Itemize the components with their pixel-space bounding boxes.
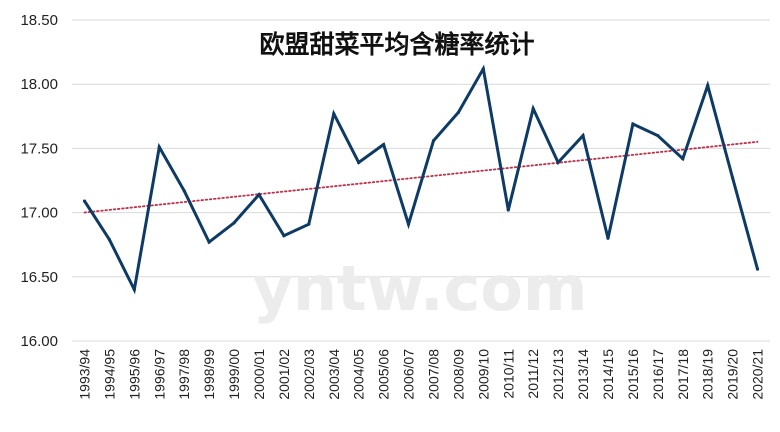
data-point [755, 267, 760, 271]
x-tick-label: 2016/17 [650, 349, 666, 400]
y-tick-label: 17.50 [20, 140, 58, 157]
data-point [332, 112, 336, 116]
data-point [207, 240, 211, 244]
x-tick-label: 2015/16 [625, 349, 641, 400]
data-point [581, 133, 585, 138]
x-tick-label: 1993/94 [76, 349, 92, 400]
x-tick-label: 2017/18 [675, 349, 691, 400]
data-point [606, 236, 610, 240]
x-tick-label: 1996/97 [151, 349, 167, 400]
x-tick-label: 2012/13 [550, 349, 566, 400]
y-tick-label: 17.00 [20, 205, 58, 222]
y-tick-label: 18.50 [20, 12, 58, 29]
x-tick-label: 2005/06 [376, 349, 392, 400]
series-line [83, 64, 759, 295]
x-tick-label: 2011/12 [525, 349, 541, 399]
data-point [531, 106, 535, 111]
data-point [656, 133, 660, 138]
x-tick-label: 2009/10 [475, 349, 491, 400]
y-axis-tick-labels: 16.00 16.50 17.00 17.50 18.00 18.50 [20, 12, 58, 350]
x-tick-label: 2014/15 [600, 349, 616, 400]
x-tick-label: 2004/05 [351, 349, 367, 400]
data-point [157, 145, 161, 149]
x-tick-label: 2001/02 [276, 349, 292, 400]
data-point [406, 222, 411, 226]
x-tick-label: 1995/96 [126, 349, 142, 400]
x-tick-label: 1999/00 [226, 349, 242, 400]
data-series [82, 64, 760, 295]
data-point [431, 139, 436, 143]
data-point [456, 110, 460, 115]
x-tick-label: 2020/21 [750, 349, 766, 400]
x-tick-label: 2007/08 [425, 349, 441, 400]
y-tick-label: 16.00 [20, 333, 58, 350]
data-point [282, 234, 286, 238]
x-tick-label: 2008/09 [450, 349, 466, 400]
y-tick-label: 18.00 [20, 76, 58, 93]
y-tick-label: 16.50 [20, 269, 58, 286]
x-tick-label: 2013/14 [575, 349, 591, 400]
x-tick-label: 1994/95 [101, 349, 117, 400]
x-tick-label: 2002/03 [301, 349, 317, 400]
data-point [556, 160, 560, 165]
x-tick-label: 1998/99 [201, 349, 217, 400]
data-point [232, 221, 236, 225]
chart-title: 欧盟甜菜平均含糖率统计 [259, 30, 534, 59]
x-axis-tick-labels: 1993/94 1994/95 1995/96 1996/97 1997/98 1998/… [76, 349, 765, 400]
gridlines [72, 19, 770, 342]
data-point [82, 199, 87, 203]
data-point [731, 176, 735, 180]
data-point [681, 157, 685, 161]
data-point [257, 193, 261, 197]
x-tick-label: 1997/98 [176, 349, 192, 400]
watermark-text: yntw.com [252, 252, 587, 325]
x-tick-label: 2003/04 [326, 349, 342, 400]
x-tick-label: 2000/01 [251, 349, 267, 400]
data-point [307, 222, 311, 226]
data-point [481, 67, 485, 71]
data-point [382, 142, 386, 147]
linear-trendline [83, 140, 759, 214]
data-point [357, 160, 361, 165]
data-point [182, 189, 186, 193]
data-point [107, 237, 111, 242]
data-point [631, 122, 635, 126]
x-tick-label: 2019/20 [725, 349, 741, 400]
data-point [706, 83, 710, 88]
data-point [506, 208, 510, 212]
trendline [83, 140, 759, 214]
data-point [132, 288, 136, 292]
x-tick-label: 2018/19 [700, 349, 716, 400]
x-tick-label: 2010/11 [500, 349, 516, 399]
x-tick-label: 2006/07 [401, 349, 417, 400]
